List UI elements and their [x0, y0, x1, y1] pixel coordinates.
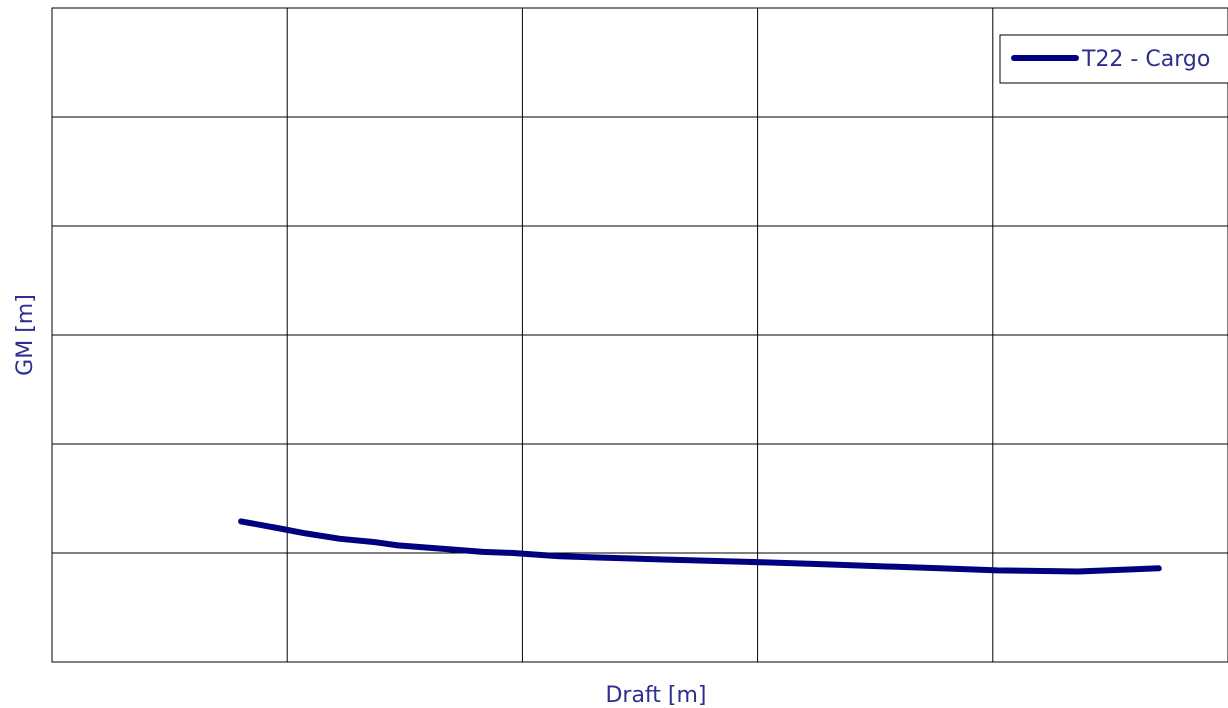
- legend: T22 - Cargo: [999, 34, 1228, 84]
- x-axis-label: Draft [m]: [605, 683, 706, 708]
- legend-label-t22-cargo: T22 - Cargo: [1081, 47, 1210, 72]
- plot-frame: [51, 7, 1228, 663]
- grid: [52, 8, 1228, 662]
- series-line-t22-cargo: [238, 518, 1162, 575]
- series-layer: [238, 518, 1162, 575]
- legend-box: [999, 34, 1228, 84]
- y-axis-label: GM [m]: [13, 294, 38, 376]
